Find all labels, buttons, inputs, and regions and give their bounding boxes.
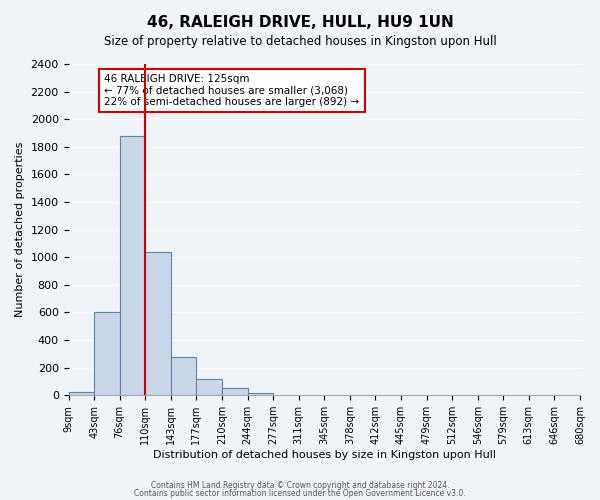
- Bar: [196, 380, 222, 395]
- Text: 46, RALEIGH DRIVE, HULL, HU9 1UN: 46, RALEIGH DRIVE, HULL, HU9 1UN: [146, 15, 454, 30]
- Bar: [248, 393, 273, 395]
- Text: Contains HM Land Registry data © Crown copyright and database right 2024.: Contains HM Land Registry data © Crown c…: [151, 481, 449, 490]
- Text: Contains public sector information licensed under the Open Government Licence v3: Contains public sector information licen…: [134, 488, 466, 498]
- X-axis label: Distribution of detached houses by size in Kingston upon Hull: Distribution of detached houses by size …: [153, 450, 496, 460]
- Text: Size of property relative to detached houses in Kingston upon Hull: Size of property relative to detached ho…: [104, 35, 496, 48]
- Bar: [145, 252, 171, 395]
- Bar: [68, 392, 94, 395]
- Bar: [171, 356, 196, 395]
- Bar: [222, 388, 248, 395]
- Bar: [119, 136, 145, 395]
- Text: 46 RALEIGH DRIVE: 125sqm
← 77% of detached houses are smaller (3,068)
22% of sem: 46 RALEIGH DRIVE: 125sqm ← 77% of detach…: [104, 74, 359, 107]
- Y-axis label: Number of detached properties: Number of detached properties: [15, 142, 25, 318]
- Bar: [94, 312, 119, 395]
